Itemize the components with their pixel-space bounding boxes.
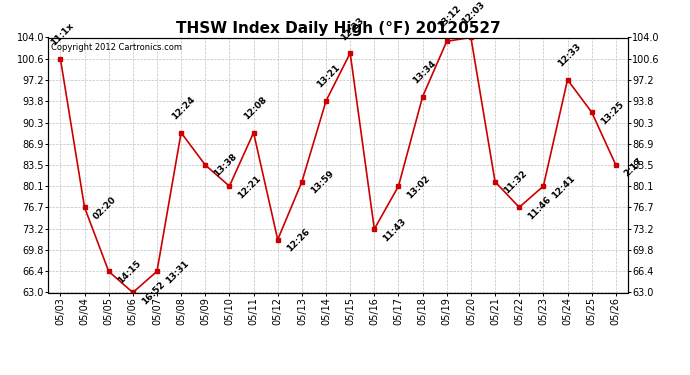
Text: 13:25: 13:25 [599,99,625,126]
Text: 13:59: 13:59 [309,169,335,196]
Title: THSW Index Daily High (°F) 20120527: THSW Index Daily High (°F) 20120527 [176,21,500,36]
Text: 2:17: 2:17 [623,157,645,179]
Text: 02:20: 02:20 [92,195,118,221]
Text: Copyright 2012 Cartronics.com: Copyright 2012 Cartronics.com [51,43,182,52]
Text: 11:32: 11:32 [502,169,529,196]
Text: 12:41: 12:41 [551,173,577,200]
Text: 13:21: 13:21 [315,63,342,90]
Text: 12:21: 12:21 [237,173,263,200]
Text: 12:24: 12:24 [170,95,197,122]
Text: 13:12: 13:12 [435,3,462,30]
Text: 12:03: 12:03 [460,0,486,26]
Text: 14:15: 14:15 [116,258,142,285]
Text: 12:23: 12:23 [339,15,366,42]
Text: 12:08: 12:08 [242,95,269,122]
Text: 13:02: 13:02 [406,174,432,200]
Text: 13:38: 13:38 [213,152,239,179]
Text: 13:34: 13:34 [411,59,438,86]
Text: 11:46: 11:46 [526,195,553,221]
Text: 12:26: 12:26 [285,227,311,254]
Text: 11:1x: 11:1x [49,21,75,48]
Text: 16:52: 16:52 [140,280,166,306]
Text: 13:31: 13:31 [164,259,190,285]
Text: 11:43: 11:43 [382,216,408,243]
Text: 12:33: 12:33 [556,42,583,69]
